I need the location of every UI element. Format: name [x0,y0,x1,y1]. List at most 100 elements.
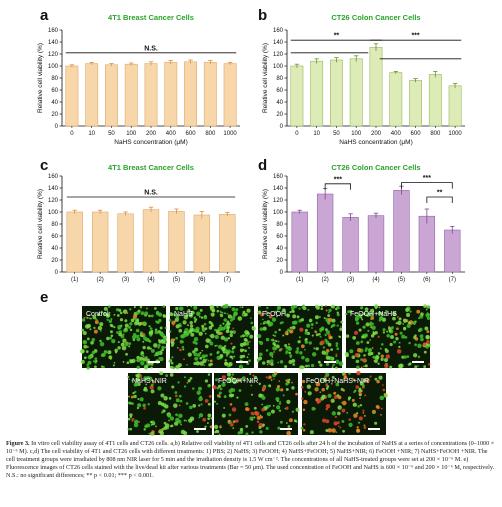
dead-cell-dot [325,419,330,424]
dead-cell-dot [356,428,361,433]
dead-cell-dot [333,421,338,426]
bar [66,211,83,273]
live-cell-dot [325,428,329,433]
scale-bar [148,361,160,363]
live-cell-dot [311,326,313,329]
dead-cell-dot [384,363,389,369]
live-cell-dot [137,309,141,313]
live-cell-dot [369,339,372,341]
significance-label: ** [334,33,340,40]
live-cell-dot [144,365,148,370]
live-cell-dot [251,325,254,329]
live-cell-dot [219,324,222,328]
live-cell-dot [214,430,217,433]
live-cell-dot [176,346,179,349]
live-cell-dot [231,350,235,354]
fluorescence-image: NaHS [168,303,256,370]
live-cell-dot [310,363,315,368]
live-cell-dot [185,402,189,405]
significance-label: ** [437,190,443,197]
live-cell-dot [126,361,130,365]
live-cell-dot [262,362,265,365]
live-cell-dot [169,330,172,333]
live-cell-dot [285,379,287,382]
live-cell-dot [372,411,376,415]
dead-cell-dot [427,363,431,366]
live-cell-dot [279,360,284,364]
dead-cell-dot [358,416,363,421]
dead-cell-dot [363,414,366,417]
dead-cell-dot [383,392,386,396]
scale-bar [368,428,380,430]
x-tick-label: 600 [186,131,197,137]
image-label: NaHS+NIR [132,378,167,385]
fluorescence-image: Control [79,305,168,370]
live-cell-dot [193,305,198,310]
live-cell-dot [209,341,214,346]
live-cell-dot [270,362,274,366]
live-cell-dot [233,355,236,358]
significance-label: *** [423,175,431,182]
dead-cell-dot [179,348,182,352]
live-cell-dot [361,318,364,321]
live-cell-dot [195,361,200,366]
dead-cell-dot [394,332,398,336]
live-cell-dot [324,333,327,337]
scale-bar [280,428,292,430]
live-cell-dot [332,323,336,327]
bar [330,59,343,127]
figure-caption: Figure 3. In vitro cell viability assay … [6,440,496,480]
live-cell-dot [149,420,153,424]
charts-group: a 4T1 Breast Cancer Cells0204060801001201… [37,7,465,283]
dead-cell-dot [265,376,268,379]
live-cell-dot [355,321,360,325]
live-cell-dot [352,336,357,340]
y-tick-label: 0 [280,124,284,130]
chart-panel-c: c 4T1 Breast Cancer Cells 0 20 40 60 80 100 120 1… [37,157,240,283]
live-cell-dot [363,354,366,357]
live-cell-dot [327,342,332,347]
live-cell-dot [137,403,142,408]
y-tick-label: 60 [276,234,283,240]
live-cell-dot [174,421,179,426]
live-cell-dot [304,328,308,332]
significance-label: N.S. [144,190,158,197]
live-cell-dot [399,331,403,335]
live-cell-dot [237,316,243,321]
live-cell-dot [367,329,370,332]
live-cell-dot [270,379,273,381]
y-axis-label: Relative cell viability (%) [262,189,269,259]
live-cell-dot [258,340,261,344]
live-cell-dot [194,347,199,352]
live-cell-dot [227,377,231,381]
x-tick-label: (3) [347,277,354,283]
live-cell-dot [279,400,281,403]
live-cell-dot [207,373,211,376]
live-cell-dot [196,430,199,433]
live-cell-dot [88,314,91,316]
live-cell-dot [161,411,164,414]
bar [444,229,461,273]
live-cell-dot [257,305,260,308]
live-cell-dot [262,326,267,331]
live-cell-dot [268,321,274,327]
live-cell-dot [308,318,313,323]
live-cell-dot [231,347,234,350]
live-cell-dot [336,313,340,317]
live-cell-dot [210,362,213,366]
live-cell-dot [135,382,139,387]
live-cell-dot [146,346,151,350]
live-cell-dot [94,357,98,361]
live-cell-dot [210,333,215,339]
dead-cell-dot [229,422,234,427]
live-cell-dot [356,412,359,415]
live-cell-dot [251,431,254,434]
live-cell-dot [299,365,304,370]
live-cell-dot [184,320,187,323]
live-cell-dot [186,305,189,307]
live-cell-dot [246,308,251,313]
bar [105,64,118,127]
live-cell-dot [358,387,362,391]
live-cell-dot [286,332,289,336]
image-label: NaHS [174,311,193,318]
